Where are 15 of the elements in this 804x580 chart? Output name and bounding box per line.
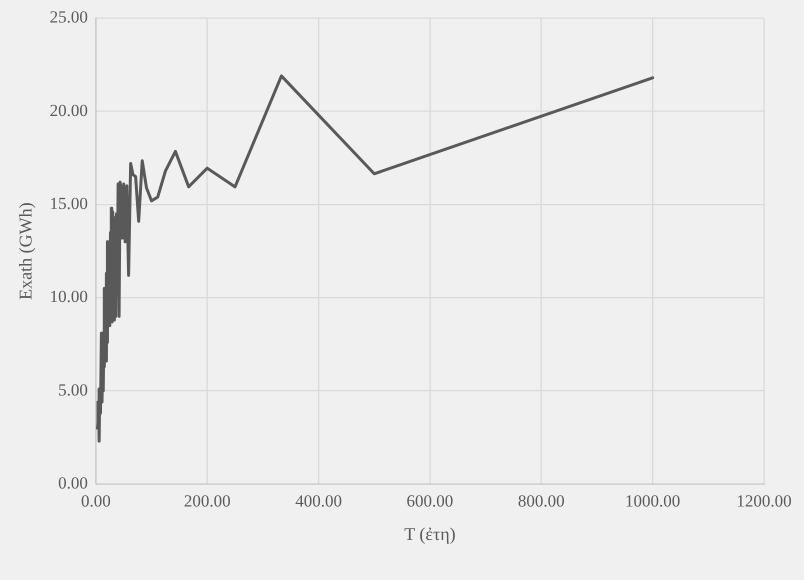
y-tick-label: 5.00 <box>58 380 88 400</box>
y-axis-title: Exath (GWh) <box>16 202 36 300</box>
y-tick-label: 20.00 <box>50 100 88 120</box>
x-tick-label: 1200.00 <box>736 492 792 511</box>
x-tick-label: 200.00 <box>184 492 231 511</box>
y-tick-label: 10.00 <box>50 287 88 306</box>
y-tick-label: 0.00 <box>58 473 88 492</box>
x-tick-label: 1000.00 <box>625 492 680 511</box>
y-tick-label: 15.00 <box>50 194 88 213</box>
y-tick-label: 25.00 <box>50 8 88 27</box>
x-axis-title: T (ἐτη) <box>404 524 456 544</box>
x-tick-label: 600.00 <box>406 492 454 511</box>
x-tick-label: 0.00 <box>80 492 111 511</box>
x-tick-label: 800.00 <box>518 492 565 511</box>
x-tick-label: 400.00 <box>295 492 342 511</box>
